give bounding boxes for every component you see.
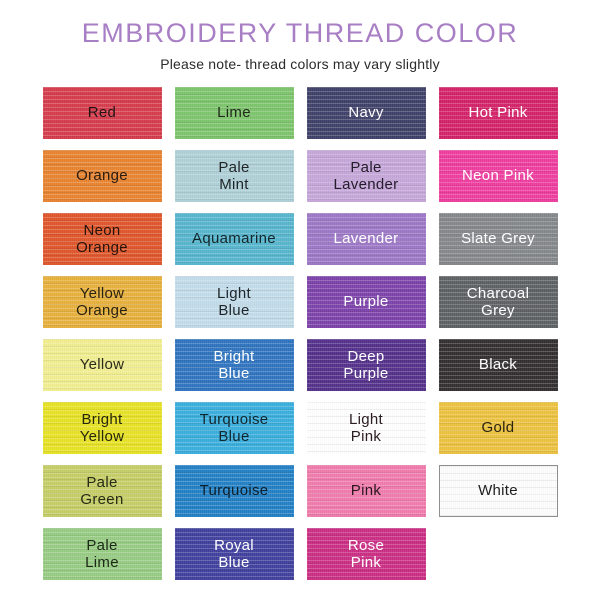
thread-swatch: Purple [306, 276, 426, 329]
thread-swatch: Turquoise [174, 465, 294, 518]
thread-name: Rose Pink [347, 536, 385, 572]
thread-swatch: Bright Blue [174, 339, 294, 392]
thread-swatch: Light Pink [306, 402, 426, 455]
thread-name: Light Pink [348, 410, 384, 446]
thread-swatch: Lime [174, 87, 294, 140]
thread-swatch: Pale Green [42, 465, 162, 518]
thread-name: Charcoal Grey [466, 284, 530, 320]
thread-name: Neon Pink [462, 167, 534, 185]
thread-name: Lime [217, 104, 251, 122]
thread-name: Pink [350, 482, 382, 500]
thread-swatch: Lavender [306, 213, 426, 266]
thread-name: Hot Pink [468, 104, 528, 122]
thread-swatch: Royal Blue [174, 528, 294, 581]
thread-swatch: Gold [438, 402, 558, 455]
thread-swatch: Deep Purple [306, 339, 426, 392]
thread-swatch: Pink [306, 465, 426, 518]
thread-swatch: Navy [306, 87, 426, 140]
thread-name: Orange [76, 167, 128, 185]
thread-swatch: Neon Orange [42, 213, 162, 266]
thread-name: Pale Green [80, 473, 124, 509]
thread-name: Yellow [79, 356, 125, 374]
thread-swatch: Black [438, 339, 558, 392]
thread-name: Lavender [333, 230, 399, 248]
thread-name: Aquamarine [192, 230, 276, 248]
thread-swatch: Slate Grey [438, 213, 558, 266]
thread-name: Pale Lavender [333, 158, 399, 194]
thread-name: Bright Yellow [79, 410, 125, 446]
thread-swatch: White [438, 465, 558, 518]
thread-name: White [478, 482, 518, 500]
thread-name: Bright Blue [213, 347, 255, 383]
thread-swatch: Charcoal Grey [438, 276, 558, 329]
thread-swatch: Pale Lime [42, 528, 162, 581]
page-header: EMBROIDERY THREAD COLOR Please note- thr… [0, 0, 600, 72]
thread-swatch: Yellow Orange [42, 276, 162, 329]
thread-swatch: Light Blue [174, 276, 294, 329]
thread-swatch: Neon Pink [438, 150, 558, 203]
thread-name: Gold [481, 419, 515, 437]
thread-swatch: Aquamarine [174, 213, 294, 266]
thread-name: Purple [343, 293, 389, 311]
thread-name: Navy [348, 104, 384, 122]
thread-color-grid: Red Lime Navy Hot Pink Orange Pale Mint … [42, 87, 558, 581]
page-title: EMBROIDERY THREAD COLOR [81, 18, 519, 48]
thread-swatch: Pale Mint [174, 150, 294, 203]
thread-name: Slate Grey [461, 230, 535, 248]
thread-name: Deep Purple [343, 347, 389, 383]
thread-name: Royal Blue [214, 536, 254, 572]
page-subtitle: Please note- thread colors may vary slig… [160, 56, 440, 73]
thread-swatch: Bright Yellow [42, 402, 162, 455]
thread-name: Yellow Orange [76, 284, 128, 320]
thread-swatch: Orange [42, 150, 162, 203]
thread-name: Light Blue [216, 284, 252, 320]
thread-swatch: Yellow [42, 339, 162, 392]
thread-name: Red [87, 104, 117, 122]
thread-name: Turquoise Blue [199, 410, 269, 446]
thread-swatch: Turquoise Blue [174, 402, 294, 455]
thread-swatch: Rose Pink [306, 528, 426, 581]
thread-name: Black [478, 356, 518, 374]
thread-swatch: Pale Lavender [306, 150, 426, 203]
thread-swatch: Hot Pink [438, 87, 558, 140]
thread-name: Pale Lime [85, 536, 119, 572]
thread-name: Turquoise [199, 482, 269, 500]
thread-name: Pale Mint [218, 158, 250, 194]
thread-name: Neon Orange [76, 221, 128, 257]
thread-swatch: Red [42, 87, 162, 140]
